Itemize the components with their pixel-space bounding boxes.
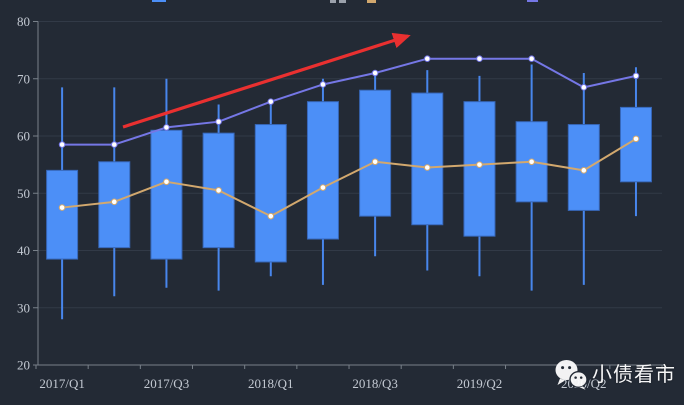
box-rect [359,89,392,217]
upper-line-point [110,141,118,148]
x-tick-label: 2018/Q1 [248,376,294,391]
x-tick-label: 2018/Q3 [352,376,398,391]
upper-line-point [371,69,379,77]
box-rect [98,161,131,249]
y-tick-label: 70 [17,71,30,86]
x-tick-label: 2017/Q3 [144,376,190,391]
mid-line-point [267,212,275,220]
mid-line-point [476,161,483,168]
box-rect [150,129,183,260]
y-tick-label: 30 [17,300,30,315]
upper-line-point [528,55,535,63]
wechat-icon [555,360,588,390]
mid-line-point [215,187,222,194]
y-tick-label: 60 [17,129,30,144]
upper-line-point [476,55,483,63]
y-tick-label: 80 [17,14,30,29]
mid-line-path [61,138,637,218]
upper-line-path [62,57,637,146]
mid-line-point [423,164,431,171]
upper-line-point [632,72,640,80]
legend-item-fragment [527,0,538,2]
box-rect [254,124,287,263]
watermark: 小债看市 [554,359,676,390]
mid-line-point [163,178,170,186]
mid-line-point [371,158,379,166]
legend-item-fragment [339,0,346,3]
upper-line-point [163,124,170,131]
y-tick-label: 40 [17,243,30,258]
upper-line-point [423,55,431,63]
x-tick-label: 2019/Q2 [457,376,503,391]
mid-line-point [319,184,327,191]
mid-line-point [528,158,535,166]
box-rect [306,101,339,240]
mid-line-point [580,167,588,174]
mid-line-point [58,204,66,211]
legend-item-fragment [152,0,166,2]
upper-line-point [267,98,275,105]
mid-line-point [632,135,640,143]
upper-line-point [319,81,327,88]
box-rect [463,101,496,237]
y-tick-label: 20 [17,358,30,373]
y-tick-label: 50 [17,186,30,201]
x-tick-label: 2017/Q1 [39,376,85,391]
upper-line-point [58,141,66,148]
legend-item-fragment [330,0,336,3]
trend-arrow [122,32,411,129]
box-rect [411,92,444,226]
legend-cropped [0,0,684,4]
upper-line-point [215,118,222,125]
legend-item-fragment [367,0,376,3]
box-rect [46,169,79,260]
mid-line-point [110,198,118,206]
upper-line-point [580,84,588,91]
watermark-text: 小债看市 [592,363,676,386]
